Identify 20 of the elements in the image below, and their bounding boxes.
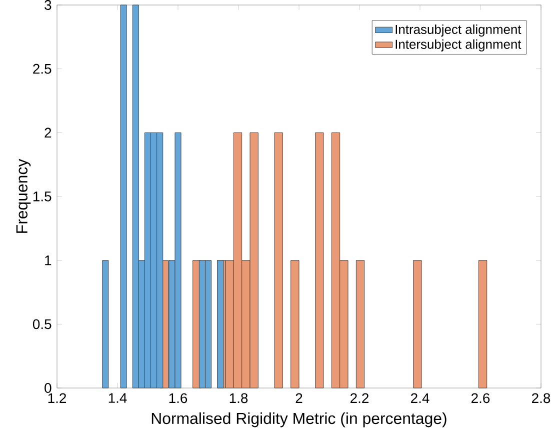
x-tick-label: 2.6: [472, 393, 490, 404]
legend-label: Intrasubject alignment: [396, 24, 522, 37]
x-axis-title: Normalised Rigidity Metric (in percentage): [152, 412, 446, 428]
x-tick-label: 2.8: [532, 393, 550, 404]
y-tick-label: 0: [44, 383, 52, 393]
x-tick-label: 1.2: [48, 393, 66, 403]
x-tick-label: 2.4: [411, 393, 430, 403]
y-tick-label: 1.5: [33, 192, 52, 202]
legend-label: Intersubject alignment: [396, 39, 522, 52]
y-tick-label: 1: [45, 256, 52, 266]
y-tick-label: 3: [44, 0, 52, 10]
y-tick-label: 2.5: [33, 64, 52, 74]
x-tick-label: 2.2: [350, 393, 369, 403]
x-tick-label: 2: [296, 393, 302, 403]
x-tick-label: 1.4: [108, 393, 127, 403]
y-tick-label: 0.5: [32, 319, 52, 330]
x-tick-label: 1.6: [169, 393, 188, 404]
x-tick-label: 1.8: [230, 393, 248, 404]
y-tick-label: 2: [44, 128, 52, 138]
y-axis-title: Frequency: [16, 158, 31, 233]
